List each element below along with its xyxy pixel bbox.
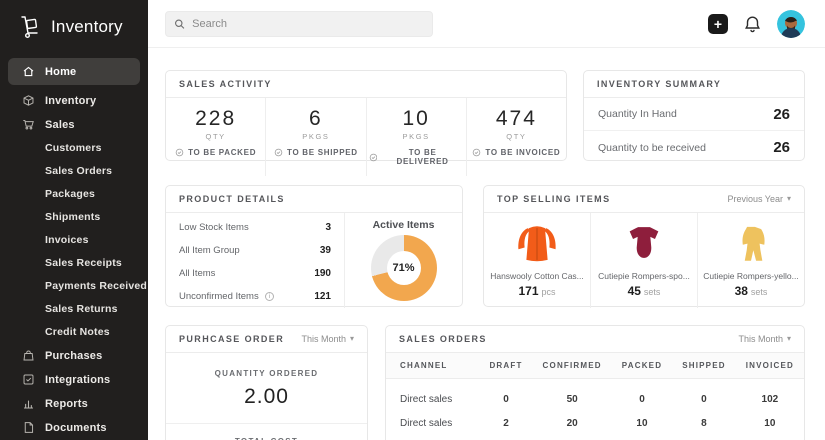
column-header: INVOICED xyxy=(745,361,794,370)
purchase-order-title: PURHCASE ORDER xyxy=(179,334,285,344)
sidebar-item-integrations[interactable]: Integrations xyxy=(0,368,148,391)
divider xyxy=(166,423,367,424)
status-check-icon xyxy=(473,148,481,157)
app-title: Inventory xyxy=(51,17,123,36)
top-selling-items-card: TOP SELLING ITEMS Previous Year ▾ xyxy=(483,185,805,308)
sidebar-item-sales-receipts[interactable]: Sales Receipts xyxy=(45,257,122,269)
sales-activity-title: SALES ACTIVITY xyxy=(179,79,272,89)
status-check-icon xyxy=(175,148,184,157)
chevron-down-icon: ▾ xyxy=(349,334,354,343)
table-header-row: CHANNEL DRAFT CONFIRMED PACKED SHIPPED I… xyxy=(386,353,804,379)
app-logo[interactable]: Inventory xyxy=(0,0,148,52)
column-header: PACKED xyxy=(621,361,663,370)
sidebar-item-purchases[interactable]: Purchases xyxy=(0,344,148,367)
box-icon xyxy=(22,94,35,107)
search-icon xyxy=(175,18,185,29)
top-selling-item: Cutiepie Rompers-yello... 38 sets xyxy=(697,213,804,308)
search-box[interactable] xyxy=(165,10,433,37)
inventory-summary-card: INVENTORY SUMMARY Quantity In Hand 26 Qu… xyxy=(583,70,805,161)
sales-orders-period-dropdown[interactable]: This Month ▾ xyxy=(738,334,791,344)
product-image-romper xyxy=(617,220,671,268)
summary-row-quantity-to-be-received: Quantity to be received 26 xyxy=(598,139,790,156)
product-details-title: PRODUCT DETAILS xyxy=(179,194,285,204)
quick-add-button[interactable]: + xyxy=(708,13,728,34)
product-image-cardigan xyxy=(508,220,566,268)
integrations-icon xyxy=(22,373,35,386)
status-check-icon xyxy=(274,148,283,157)
dashboard-content: SALES ACTIVITY 228 QTY TO BE PACKED 6 PK… xyxy=(148,48,825,440)
sidebar-item-sales[interactable]: Sales xyxy=(0,113,148,136)
summary-row-quantity-in-hand: Quantity In Hand 26 xyxy=(584,98,804,131)
sidebar-item-invoices[interactable]: Invoices xyxy=(45,234,89,246)
sidebar-nav: Home Inventory Sales Customers Sales Ord… xyxy=(0,52,148,440)
sales-orders-title: SALES ORDERS xyxy=(399,334,487,344)
column-header: CONFIRMED xyxy=(542,361,602,370)
table-row: Direct sales 2 20 10 8 10 xyxy=(400,418,776,429)
sidebar-item-documents[interactable]: Documents xyxy=(0,416,148,439)
top-selling-item: Hanswooly Cotton Cas... 171 pcs xyxy=(484,213,590,308)
metric-to-be-packed: 228 QTY TO BE PACKED xyxy=(166,98,265,176)
home-icon xyxy=(22,65,35,78)
top-selling-item: Cutiepie Rompers-spo... 45 sets xyxy=(590,213,697,308)
sidebar-item-home[interactable]: Home xyxy=(8,58,140,85)
sidebar-item-payments-received[interactable]: Payments Received xyxy=(45,280,148,292)
column-header: CHANNEL xyxy=(400,361,448,370)
active-items-label: Active Items xyxy=(372,219,435,231)
product-details-card: PRODUCT DETAILS Low Stock Items 3 All It… xyxy=(165,185,463,308)
sidebar-item-sales-returns[interactable]: Sales Returns xyxy=(45,303,118,315)
inventory-summary-title: INVENTORY SUMMARY xyxy=(597,79,722,89)
column-header: SHIPPED xyxy=(682,361,726,370)
handtruck-logo-icon xyxy=(21,16,38,39)
top-selling-period-dropdown[interactable]: Previous Year ▾ xyxy=(727,194,791,204)
notifications-bell-icon[interactable] xyxy=(744,15,761,33)
donut-percent-label: 71% xyxy=(392,262,415,274)
sidebar-item-packages[interactable]: Packages xyxy=(45,188,96,200)
sidebar-item-sales-orders[interactable]: Sales Orders xyxy=(45,165,113,177)
sales-orders-table: CHANNEL DRAFT CONFIRMED PACKED SHIPPED I… xyxy=(386,353,804,433)
product-detail-row[interactable]: All Item Group 39 xyxy=(179,245,331,256)
active-items-donut: 71% xyxy=(370,235,437,301)
info-icon[interactable]: i xyxy=(264,292,274,301)
cart-icon xyxy=(22,118,35,131)
user-avatar[interactable] xyxy=(777,9,805,38)
sales-orders-card: SALES ORDERS This Month ▾ CHANNEL DRAFT C… xyxy=(385,325,805,440)
product-image-footie xyxy=(726,220,776,268)
search-input[interactable] xyxy=(192,17,424,30)
metric-to-be-shipped: 6 PKGS TO BE SHIPPED xyxy=(265,98,365,176)
sales-activity-card: SALES ACTIVITY 228 QTY TO BE PACKED 6 PK… xyxy=(165,70,567,176)
sidebar-item-inventory[interactable]: Inventory xyxy=(0,89,148,112)
column-header: DRAFT xyxy=(489,361,523,370)
metric-to-be-invoiced: 474 QTY TO BE INVOICED xyxy=(465,98,566,176)
sidebar: Inventory Home Inventory Sales xyxy=(0,0,148,440)
quantity-ordered-value: 2.00 xyxy=(244,385,289,408)
chevron-down-icon: ▾ xyxy=(786,334,791,343)
product-detail-row[interactable]: All Items 190 xyxy=(179,268,331,279)
sidebar-item-shipments[interactable]: Shipments xyxy=(45,211,101,223)
metric-to-be-delivered: 10 PKGS TO BE DELIVERED xyxy=(365,98,466,176)
status-check-icon xyxy=(369,153,377,161)
table-row: Direct sales 0 50 0 0 102 xyxy=(400,394,779,405)
total-cost-label: TOTAL COST xyxy=(166,437,367,440)
quantity-ordered-label: QUANTITY ORDERED xyxy=(214,369,319,378)
purchase-order-period-dropdown[interactable]: This Month ▾ xyxy=(301,334,354,344)
sidebar-item-credit-notes[interactable]: Credit Notes xyxy=(45,326,110,338)
chevron-down-icon: ▾ xyxy=(786,194,791,203)
top-selling-title: TOP SELLING ITEMS xyxy=(497,194,611,204)
product-detail-row[interactable]: Unconfirmed Items i 121 xyxy=(179,291,331,302)
product-detail-row[interactable]: Low Stock Items 3 xyxy=(179,222,331,233)
purchase-order-card: PURHCASE ORDER This Month ▾ QUANTITY ORDE… xyxy=(165,325,368,440)
sidebar-item-reports[interactable]: Reports xyxy=(0,392,148,415)
bar-chart-icon xyxy=(22,397,35,410)
main-area: + SALES ACTIVITY 228 xyxy=(148,0,825,440)
shopping-bag-icon xyxy=(22,349,35,362)
sidebar-item-customers[interactable]: Customers xyxy=(45,142,102,154)
topbar: + xyxy=(148,0,825,48)
document-icon xyxy=(22,421,35,434)
